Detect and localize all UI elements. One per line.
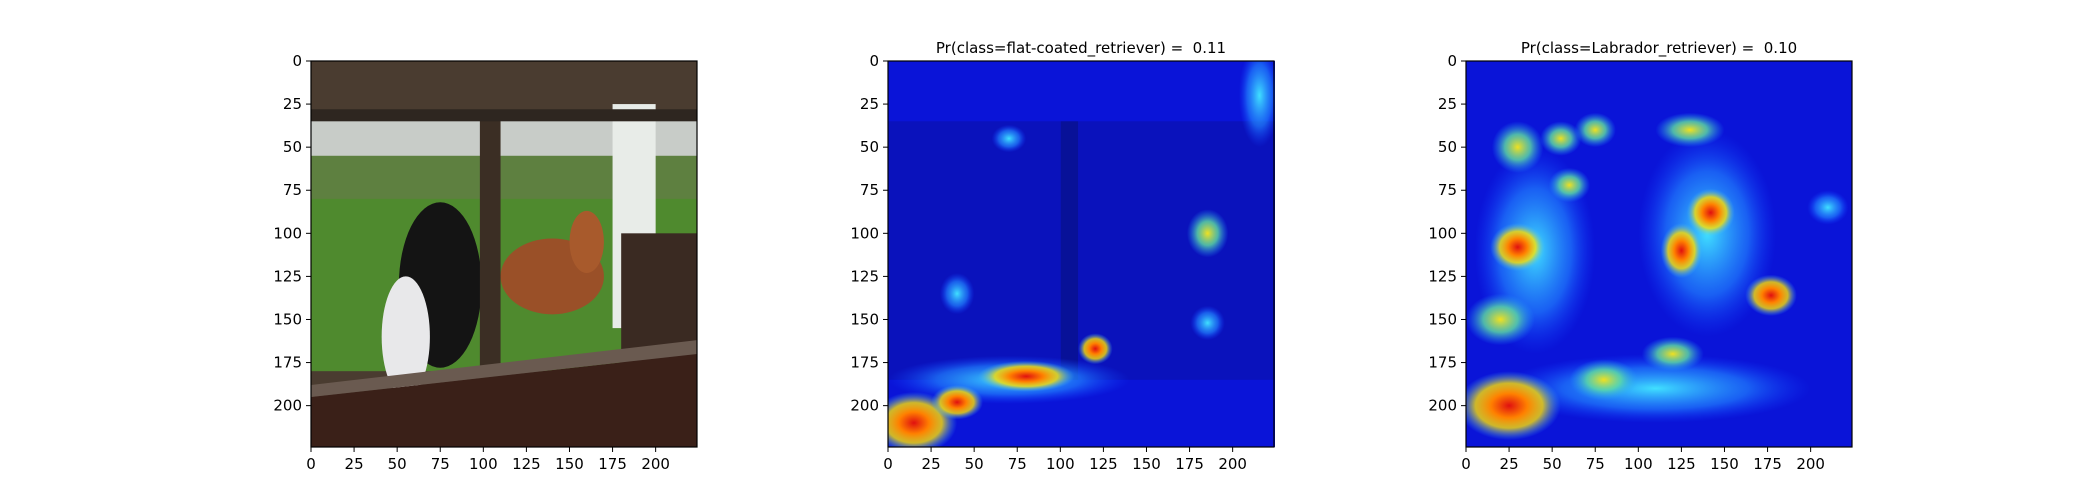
axes-frame [310, 60, 698, 448]
y-tick-label: 75 [1438, 181, 1457, 199]
x-tick-label: 200 [641, 455, 670, 473]
y-tick-label: 200 [850, 397, 879, 415]
x-tick-label: 125 [512, 455, 541, 473]
chart-title: Pr(class=Labrador_retriever) = 0.10 [1521, 39, 1797, 58]
x-tick-label: 125 [1667, 455, 1696, 473]
x-tick-label: 100 [1624, 455, 1653, 473]
y-tick-label: 50 [283, 138, 302, 156]
y-tick-label: 125 [273, 267, 302, 285]
y-tick-label: 0 [869, 52, 879, 70]
x-tick-label: 150 [1710, 455, 1739, 473]
y-tick-label: 25 [283, 95, 302, 113]
axes-frame [887, 60, 1275, 448]
axes-frame [1465, 60, 1853, 448]
x-tick-label: 50 [1543, 455, 1562, 473]
x-tick-label: 75 [1008, 455, 1027, 473]
x-tick-label: 100 [469, 455, 498, 473]
x-tick-label: 50 [965, 455, 984, 473]
photo [311, 61, 697, 447]
y-tick-label: 50 [860, 138, 879, 156]
x-tick-label: 200 [1796, 455, 1825, 473]
x-tick-label: 75 [431, 455, 450, 473]
x-tick-label: 175 [1753, 455, 1782, 473]
y-tick-label: 25 [1438, 95, 1457, 113]
y-tick-label: 0 [292, 52, 302, 70]
y-tick-label: 125 [1428, 267, 1457, 285]
y-tick-label: 150 [273, 310, 302, 328]
y-tick-label: 175 [1428, 354, 1457, 372]
x-tick-label: 0 [306, 455, 316, 473]
x-tick-label: 50 [388, 455, 407, 473]
y-tick-label: 125 [850, 267, 879, 285]
y-tick-label: 100 [850, 224, 879, 242]
y-tick-label: 175 [850, 354, 879, 372]
y-tick-label: 75 [283, 181, 302, 199]
x-tick-label: 200 [1218, 455, 1247, 473]
y-tick-label: 0 [1447, 52, 1457, 70]
x-tick-label: 25 [922, 455, 941, 473]
y-tick-label: 200 [1428, 397, 1457, 415]
x-tick-label: 25 [1500, 455, 1519, 473]
heatmap-overlay [888, 61, 1275, 447]
x-tick-label: 75 [1586, 455, 1605, 473]
y-tick-label: 150 [850, 310, 879, 328]
x-tick-label: 175 [1175, 455, 1204, 473]
x-tick-label: 150 [1132, 455, 1161, 473]
x-tick-label: 25 [345, 455, 364, 473]
y-tick-label: 100 [1428, 224, 1457, 242]
y-tick-label: 25 [860, 95, 879, 113]
x-tick-label: 100 [1046, 455, 1075, 473]
x-tick-label: 0 [883, 455, 893, 473]
x-tick-label: 150 [555, 455, 584, 473]
y-tick-label: 175 [273, 354, 302, 372]
y-tick-label: 150 [1428, 310, 1457, 328]
chart-title: Pr(class=flat-coated_retriever) = 0.11 [936, 39, 1226, 58]
x-tick-label: 125 [1089, 455, 1118, 473]
y-tick-label: 75 [860, 181, 879, 199]
y-tick-label: 200 [273, 397, 302, 415]
x-tick-label: 175 [598, 455, 627, 473]
y-tick-label: 50 [1438, 138, 1457, 156]
x-tick-label: 0 [1461, 455, 1471, 473]
y-tick-label: 100 [273, 224, 302, 242]
heatmap-overlay [1466, 61, 1852, 447]
